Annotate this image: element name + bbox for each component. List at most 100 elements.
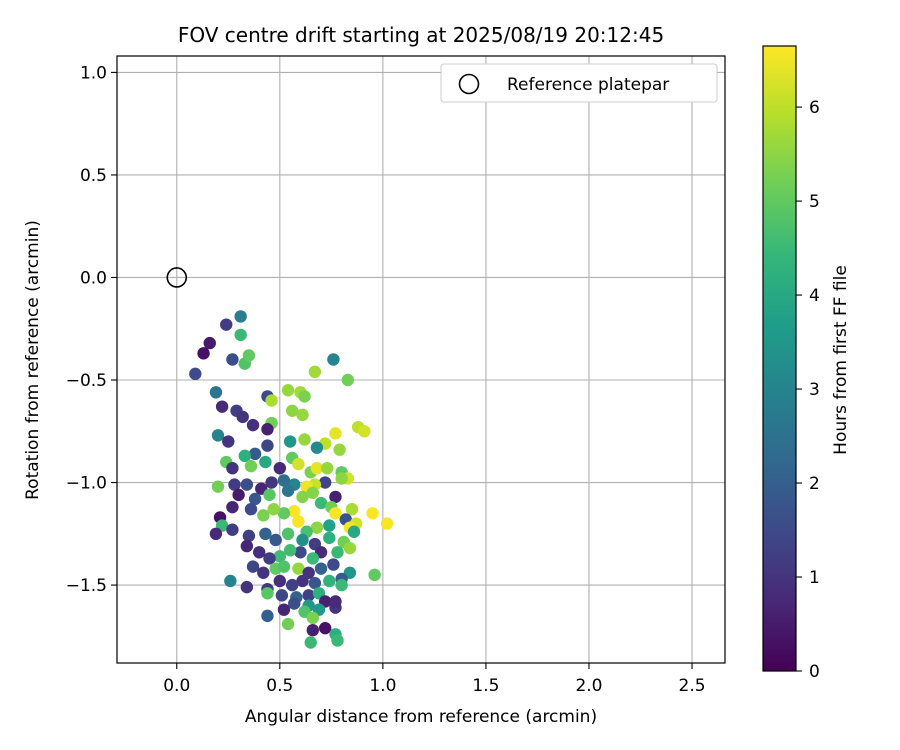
colorbar-tick-label: 1 [809,568,820,588]
data-point [283,435,297,448]
data-point [269,533,282,547]
data-point [310,461,324,475]
data-point [308,365,322,379]
data-point [314,496,328,510]
data-point [261,423,274,436]
data-point [327,558,340,571]
data-point [261,609,274,623]
data-point [248,492,262,506]
data-point [308,576,322,590]
data-point [281,617,295,631]
data-point [267,502,280,516]
data-point [211,429,225,442]
y-tick-label: −1.0 [66,474,107,494]
data-points [189,310,394,649]
data-point [242,529,256,543]
data-point [253,546,266,559]
data-point [306,486,319,499]
data-point [298,433,311,446]
x-tick-label: 2.5 [679,676,706,696]
data-point [292,515,305,528]
data-point [261,587,274,600]
data-point [314,562,328,575]
data-point [329,595,342,608]
data-point [306,611,319,625]
data-point [246,560,260,573]
y-axis-label: Rotation from reference (arcmin) [23,220,43,500]
data-point [285,578,299,592]
data-point [341,373,355,387]
data-point [296,533,309,547]
data-point [306,552,319,565]
data-point [234,310,247,323]
data-point [329,507,342,520]
data-point [257,509,270,522]
colorbar-gradient [763,46,796,671]
data-point [244,459,258,473]
colorbar-tick-label: 2 [809,474,820,494]
colorbar: 0 1 2 3 4 5 6 Hours from first FF file [762,45,851,682]
data-point [246,418,260,432]
data-point [292,457,305,471]
y-tick-label: 1.0 [80,63,107,83]
data-point [277,507,291,520]
data-point [304,636,317,649]
data-point [347,525,361,538]
data-point [329,490,342,504]
legend-box [440,63,718,103]
data-point [345,502,359,516]
data-point [292,562,305,575]
reference-platepar-marker [166,267,188,288]
colorbar-tick-label: 0 [809,662,820,682]
data-point [318,476,332,489]
x-axis-ticks: 0.0 0.5 1.0 1.5 2.0 2.5 [163,663,706,696]
data-point [335,578,348,592]
data-point [277,474,291,487]
y-tick-label: −1.5 [66,576,107,596]
data-point [285,404,299,417]
data-point [302,589,315,602]
x-tick-label: 1.0 [369,676,396,696]
data-point [197,347,210,360]
data-point [281,527,295,541]
data-point [240,539,254,553]
data-point [220,318,233,331]
data-point [288,597,301,610]
data-point [275,589,289,602]
colorbar-label: Hours from first FF file [831,265,851,455]
data-point [380,517,394,530]
data-point [273,550,287,563]
data-point [343,541,357,555]
data-point [236,410,249,424]
data-point [306,623,319,637]
data-point [209,527,223,541]
data-point [281,484,295,497]
x-tick-label: 0.0 [163,676,190,696]
data-point [281,384,295,397]
data-point [358,425,371,438]
chart-title: FOV centre drift starting at 2025/08/19 … [178,23,664,47]
data-point [323,574,336,588]
data-point [238,449,251,463]
data-point [240,478,254,491]
colorbar-tick-label: 6 [809,98,820,118]
data-point [244,502,258,516]
data-point [327,353,340,366]
colorbar-tick-label: 5 [809,192,820,212]
data-point [321,461,334,475]
data-point [366,507,379,520]
data-point [215,400,229,413]
data-point [273,574,287,588]
data-point [368,568,381,582]
data-point [228,478,241,491]
plot-frame [116,55,726,664]
data-point [298,390,311,403]
data-point [318,621,332,635]
data-point [331,634,344,647]
data-point [263,552,276,565]
data-point [283,544,297,557]
data-point [232,488,245,502]
data-point [234,328,247,342]
colorbar-tick-label: 4 [809,286,820,306]
